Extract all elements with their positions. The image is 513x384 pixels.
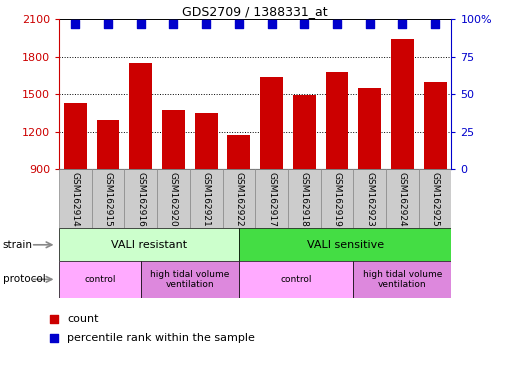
Text: high tidal volume
ventilation: high tidal volume ventilation <box>363 270 442 289</box>
Bar <box>59 261 141 298</box>
Point <box>267 21 275 27</box>
Point <box>136 21 145 27</box>
Point <box>50 335 58 341</box>
Point <box>431 21 439 27</box>
Bar <box>288 169 321 228</box>
Title: GDS2709 / 1388331_at: GDS2709 / 1388331_at <box>183 5 328 18</box>
Bar <box>239 228 451 261</box>
Bar <box>195 113 218 169</box>
Text: GSM162921: GSM162921 <box>202 172 211 227</box>
Bar <box>190 169 223 228</box>
Point <box>235 21 243 27</box>
Point <box>50 316 58 322</box>
Bar <box>293 95 315 169</box>
Point <box>398 21 406 27</box>
Text: GSM162915: GSM162915 <box>104 172 112 227</box>
Text: control: control <box>280 275 312 284</box>
Bar <box>141 261 239 298</box>
Text: high tidal volume
ventilation: high tidal volume ventilation <box>150 270 229 289</box>
Bar <box>59 228 239 261</box>
Text: GSM162922: GSM162922 <box>234 172 243 227</box>
Bar <box>358 88 381 169</box>
Bar <box>353 261 451 298</box>
Point <box>333 21 341 27</box>
Bar <box>64 103 87 169</box>
Bar <box>223 169 255 228</box>
Bar <box>92 169 125 228</box>
Text: percentile rank within the sample: percentile rank within the sample <box>67 333 255 343</box>
Text: strain: strain <box>3 240 32 250</box>
Bar <box>424 82 446 169</box>
Bar <box>386 169 419 228</box>
Bar <box>124 169 157 228</box>
Text: VALI resistant: VALI resistant <box>111 240 187 250</box>
Text: GSM162925: GSM162925 <box>430 172 440 227</box>
Bar <box>391 39 414 169</box>
Bar <box>157 169 190 228</box>
Text: GSM162923: GSM162923 <box>365 172 374 227</box>
Text: GSM162924: GSM162924 <box>398 172 407 227</box>
Point <box>104 21 112 27</box>
Bar <box>129 63 152 169</box>
Bar <box>239 261 353 298</box>
Bar <box>96 120 120 169</box>
Bar <box>227 135 250 169</box>
Text: GSM162917: GSM162917 <box>267 172 276 227</box>
Text: GSM162919: GSM162919 <box>332 172 342 227</box>
Text: GSM162918: GSM162918 <box>300 172 309 227</box>
Bar <box>59 169 92 228</box>
Point <box>71 21 80 27</box>
Bar <box>162 110 185 169</box>
Text: count: count <box>67 314 98 324</box>
Text: VALI sensitive: VALI sensitive <box>307 240 384 250</box>
Bar <box>260 77 283 169</box>
Bar <box>321 169 353 228</box>
Text: GSM162914: GSM162914 <box>71 172 80 227</box>
Text: GSM162916: GSM162916 <box>136 172 145 227</box>
Text: control: control <box>84 275 115 284</box>
Point <box>300 21 308 27</box>
Point <box>366 21 374 27</box>
Text: protocol: protocol <box>3 274 45 285</box>
Bar <box>353 169 386 228</box>
Text: GSM162920: GSM162920 <box>169 172 178 227</box>
Point <box>202 21 210 27</box>
Bar <box>326 71 348 169</box>
Bar <box>255 169 288 228</box>
Point <box>169 21 177 27</box>
Bar <box>419 169 451 228</box>
